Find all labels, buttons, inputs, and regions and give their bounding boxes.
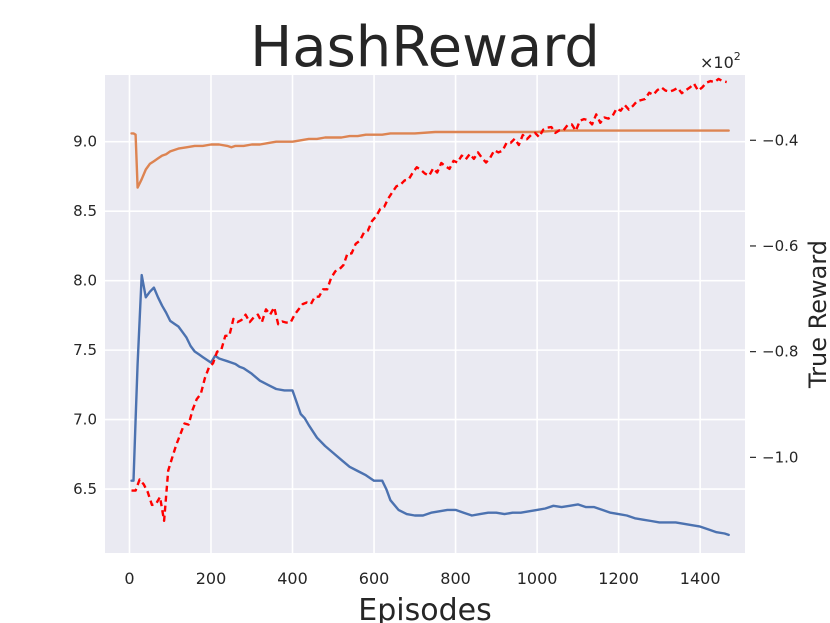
series-line-1 bbox=[130, 273, 730, 537]
right-axis-multiplier: ×102 bbox=[700, 50, 741, 72]
y-left-tick-label: 8.0 bbox=[73, 272, 97, 290]
y-left-tick-label: 8.5 bbox=[73, 202, 97, 220]
y-right-axis-ticks: −1.0 −0.8 −0.6 −0.4 bbox=[750, 131, 798, 466]
y-right-tick-label: −0.8 bbox=[762, 343, 798, 361]
x-tick-label: 1400 bbox=[680, 569, 721, 588]
y-left-tick-label: 7.5 bbox=[73, 341, 97, 359]
x-tick-label: 1200 bbox=[598, 569, 639, 588]
y-right-tick-label: −0.4 bbox=[762, 131, 798, 149]
x-tick-label: 600 bbox=[359, 569, 390, 588]
grid-lines bbox=[105, 75, 745, 553]
x-axis-label: Episodes bbox=[358, 593, 491, 623]
series-lines bbox=[130, 77, 730, 537]
y-left-tick-label: 9.0 bbox=[73, 133, 97, 151]
x-axis-ticks: 0 200 400 600 800 1000 1200 1400 bbox=[124, 569, 720, 588]
multiplier-base: ×10 bbox=[700, 53, 734, 72]
x-tick-label: 1000 bbox=[517, 569, 558, 588]
y-left-tick-label: 7.0 bbox=[73, 411, 97, 429]
x-tick-label: 0 bbox=[124, 569, 134, 588]
chart-title: HashReward bbox=[250, 15, 600, 80]
x-tick-label: 400 bbox=[277, 569, 308, 588]
y-left-tick-label: 6.5 bbox=[73, 480, 97, 498]
y-right-tick-label: −0.6 bbox=[762, 237, 798, 255]
x-tick-label: 800 bbox=[440, 569, 471, 588]
y-right-axis-label: True Reward bbox=[804, 240, 830, 389]
multiplier-exponent: 2 bbox=[734, 50, 741, 63]
x-tick-label: 200 bbox=[196, 569, 227, 588]
y-right-tick-label: −1.0 bbox=[762, 448, 798, 466]
series-line-3 bbox=[131, 77, 727, 522]
series-line-2 bbox=[130, 129, 730, 189]
y-left-axis-ticks: 6.5 7.0 7.5 8.0 8.5 9.0 bbox=[73, 133, 97, 498]
